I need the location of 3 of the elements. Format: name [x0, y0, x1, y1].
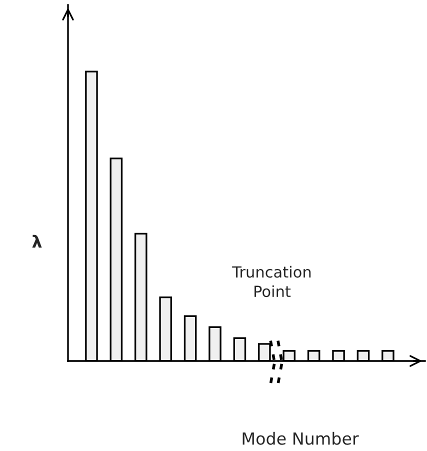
- x-axis-title: Mode Number: [242, 432, 359, 445]
- annotation: Truncation Point: [232, 266, 311, 298]
- y-axis-title: λ: [32, 234, 42, 248]
